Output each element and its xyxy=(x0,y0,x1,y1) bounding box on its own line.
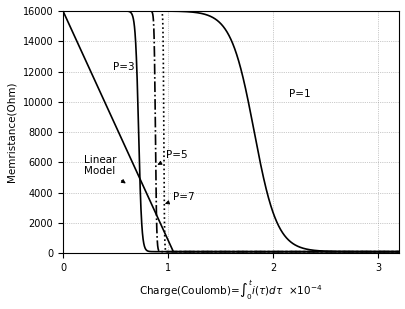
Y-axis label: Memristance(Ohm): Memristance(Ohm) xyxy=(7,82,17,182)
X-axis label: Charge(Coulomb)=$\int_0^t i(\tau)d\tau$  $\times 10^{-4}$: Charge(Coulomb)=$\int_0^t i(\tau)d\tau$ … xyxy=(139,278,322,302)
Text: P=7: P=7 xyxy=(166,192,194,204)
Text: P=5: P=5 xyxy=(158,150,187,164)
Text: P=1: P=1 xyxy=(288,89,310,99)
Text: P=3: P=3 xyxy=(113,62,135,72)
Text: Linear
Model: Linear Model xyxy=(84,155,125,183)
